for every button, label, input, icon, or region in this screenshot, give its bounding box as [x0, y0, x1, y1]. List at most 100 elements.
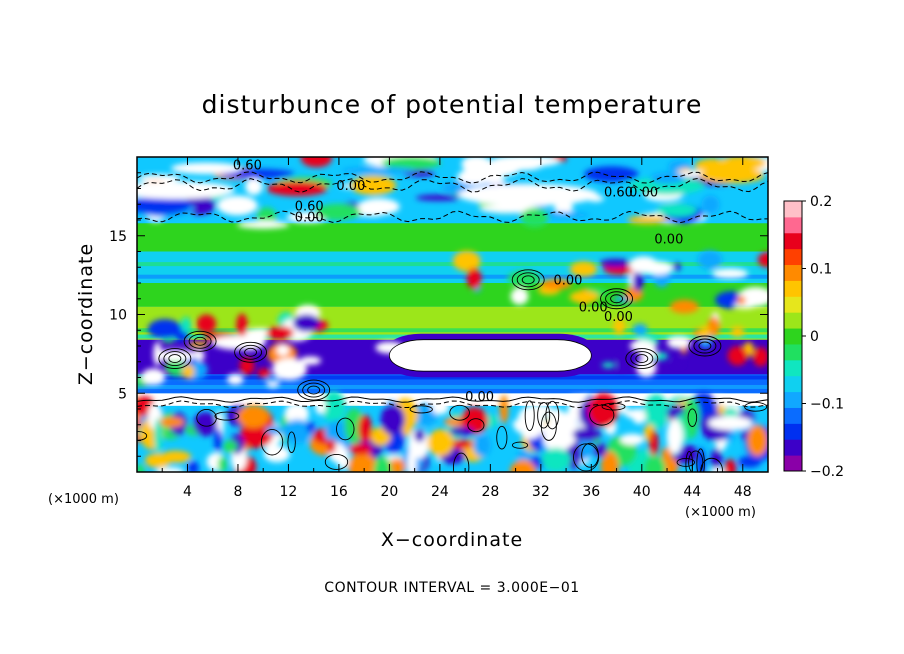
x-tick-label: 16 [330, 484, 348, 500]
left-blob [266, 326, 294, 341]
mid-blob [672, 262, 681, 271]
mid-blob [466, 268, 482, 289]
stripe-5 [137, 375, 768, 380]
band-7 [137, 223, 768, 252]
contour-loop [589, 404, 615, 426]
contour-loop [452, 452, 470, 472]
right-blob [672, 360, 684, 367]
x-tick-label: 32 [532, 484, 550, 500]
colorbar-swatch [784, 280, 802, 297]
contour-loop [214, 411, 240, 421]
contour-loop [260, 428, 284, 456]
contour-loop [625, 348, 659, 370]
colorbar-swatch [784, 216, 802, 234]
lower-blob [315, 397, 326, 415]
contour-loop [183, 330, 217, 352]
lower-blob [514, 423, 546, 434]
lower-blob [214, 428, 223, 452]
mid-blob [757, 252, 768, 268]
right-blob [616, 355, 626, 372]
x-tick-label: 40 [633, 484, 651, 500]
right-blob [632, 323, 648, 336]
upper-blob [584, 166, 639, 183]
lower-blob [632, 410, 646, 424]
lower-blob [473, 433, 491, 457]
contour-label: 0.60 [233, 159, 262, 174]
colorbar-swatch [784, 201, 802, 218]
contour-loop [158, 348, 192, 370]
contour-loop [297, 379, 331, 401]
lower-blob [414, 429, 425, 442]
contour-loop [511, 269, 545, 291]
lower-blob [322, 390, 346, 424]
right-blob [666, 336, 692, 348]
right-blob [752, 347, 768, 367]
contour-loop [163, 351, 187, 367]
contour-loop [545, 400, 560, 430]
y-tick-label: 15 [109, 229, 127, 245]
left-blob [227, 373, 244, 385]
contour-label: 0.00 [465, 390, 494, 405]
white-patch [708, 416, 753, 431]
colorbar-tick-label: 0 [810, 329, 819, 345]
upper-blob [656, 203, 698, 217]
mid-blob [541, 279, 572, 290]
left-blob [141, 368, 166, 386]
lower-blob [666, 418, 683, 454]
colorbar-tick-label: −0.2 [810, 464, 844, 480]
contour-line [137, 171, 768, 184]
contour-loop [193, 336, 207, 346]
contour-loop [239, 344, 263, 360]
stripe-1 [137, 255, 768, 260]
colorbar: 0.2 0.1 0 −0.1 −0.2 [783, 194, 844, 480]
lower-blob [747, 424, 768, 457]
stripe-0 [137, 262, 768, 267]
x-tick-label: 44 [683, 484, 701, 500]
upper-blob [699, 167, 765, 184]
lower-blob [137, 464, 145, 472]
contour-loop [324, 454, 349, 470]
lower-blob [710, 447, 723, 470]
lower-blob [619, 433, 645, 446]
contour-loop [696, 448, 705, 472]
contour-loop [409, 405, 433, 414]
lower-blob [648, 430, 659, 457]
contour-loop [698, 341, 712, 351]
contour-label: 0.60 [604, 185, 633, 200]
lower-blob [449, 426, 474, 437]
mid-blob [669, 299, 699, 314]
x-tick-label: 48 [734, 484, 752, 500]
colorbar-swatch [784, 296, 802, 313]
upper-blob [245, 178, 263, 196]
upper-blob [381, 157, 441, 170]
colorbar-swatch [784, 423, 802, 440]
colorbar-swatch [784, 407, 802, 424]
colorbar-swatch [784, 375, 802, 393]
contour-loop [302, 382, 326, 398]
left-blob [264, 376, 281, 383]
lower-blob [407, 446, 417, 472]
lower-blob [222, 440, 238, 453]
white-patch [211, 335, 264, 350]
contour-loop [744, 402, 768, 412]
mid-blob [734, 302, 756, 309]
colorbar-tick-label: 0.1 [810, 262, 832, 278]
lower-blob [427, 429, 454, 457]
lower-blob [683, 397, 700, 434]
lower-blob [348, 452, 378, 472]
contour-loop [496, 425, 508, 450]
lower-blob [414, 403, 438, 427]
x-axis-ticks: 4 8 12 16 20 24 28 32 36 40 44 48 [161, 157, 752, 500]
upper-blob [491, 157, 560, 168]
x-unit-right: (×1000 m) [685, 505, 756, 520]
contour-loop [581, 442, 599, 468]
contour-loop [287, 431, 296, 454]
mid-blob [452, 250, 481, 272]
right-blob [613, 318, 626, 335]
right-blob [601, 362, 616, 369]
lower-blob [237, 404, 270, 429]
left-blob [236, 313, 248, 338]
contour-loop [601, 402, 626, 411]
lower-blob [217, 456, 227, 472]
chart-title: disturbunce of potential temperature [202, 90, 703, 119]
